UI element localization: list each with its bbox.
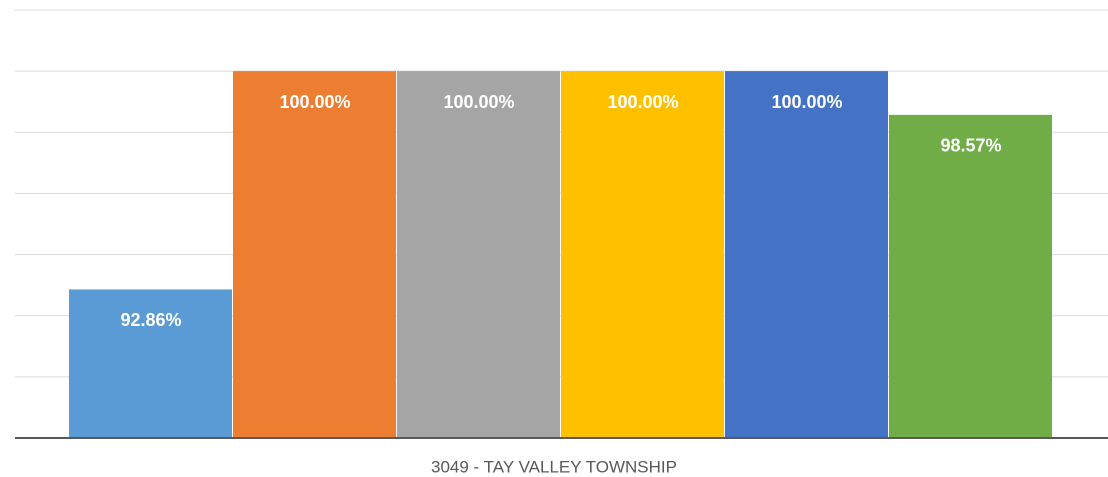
x-tick-label: 3049 - TAY VALLEY TOWNSHIP (431, 457, 677, 476)
bar (233, 71, 396, 439)
bar (889, 114, 1052, 439)
bar (561, 71, 724, 439)
data-label: 100.00% (771, 92, 842, 112)
data-label: 92.86% (120, 310, 181, 330)
data-label: 100.00% (279, 92, 350, 112)
bar (725, 71, 888, 439)
data-label: 98.57% (940, 136, 1001, 156)
data-label: 100.00% (607, 92, 678, 112)
data-label: 100.00% (443, 92, 514, 112)
bar (69, 289, 232, 438)
bar (397, 71, 560, 439)
